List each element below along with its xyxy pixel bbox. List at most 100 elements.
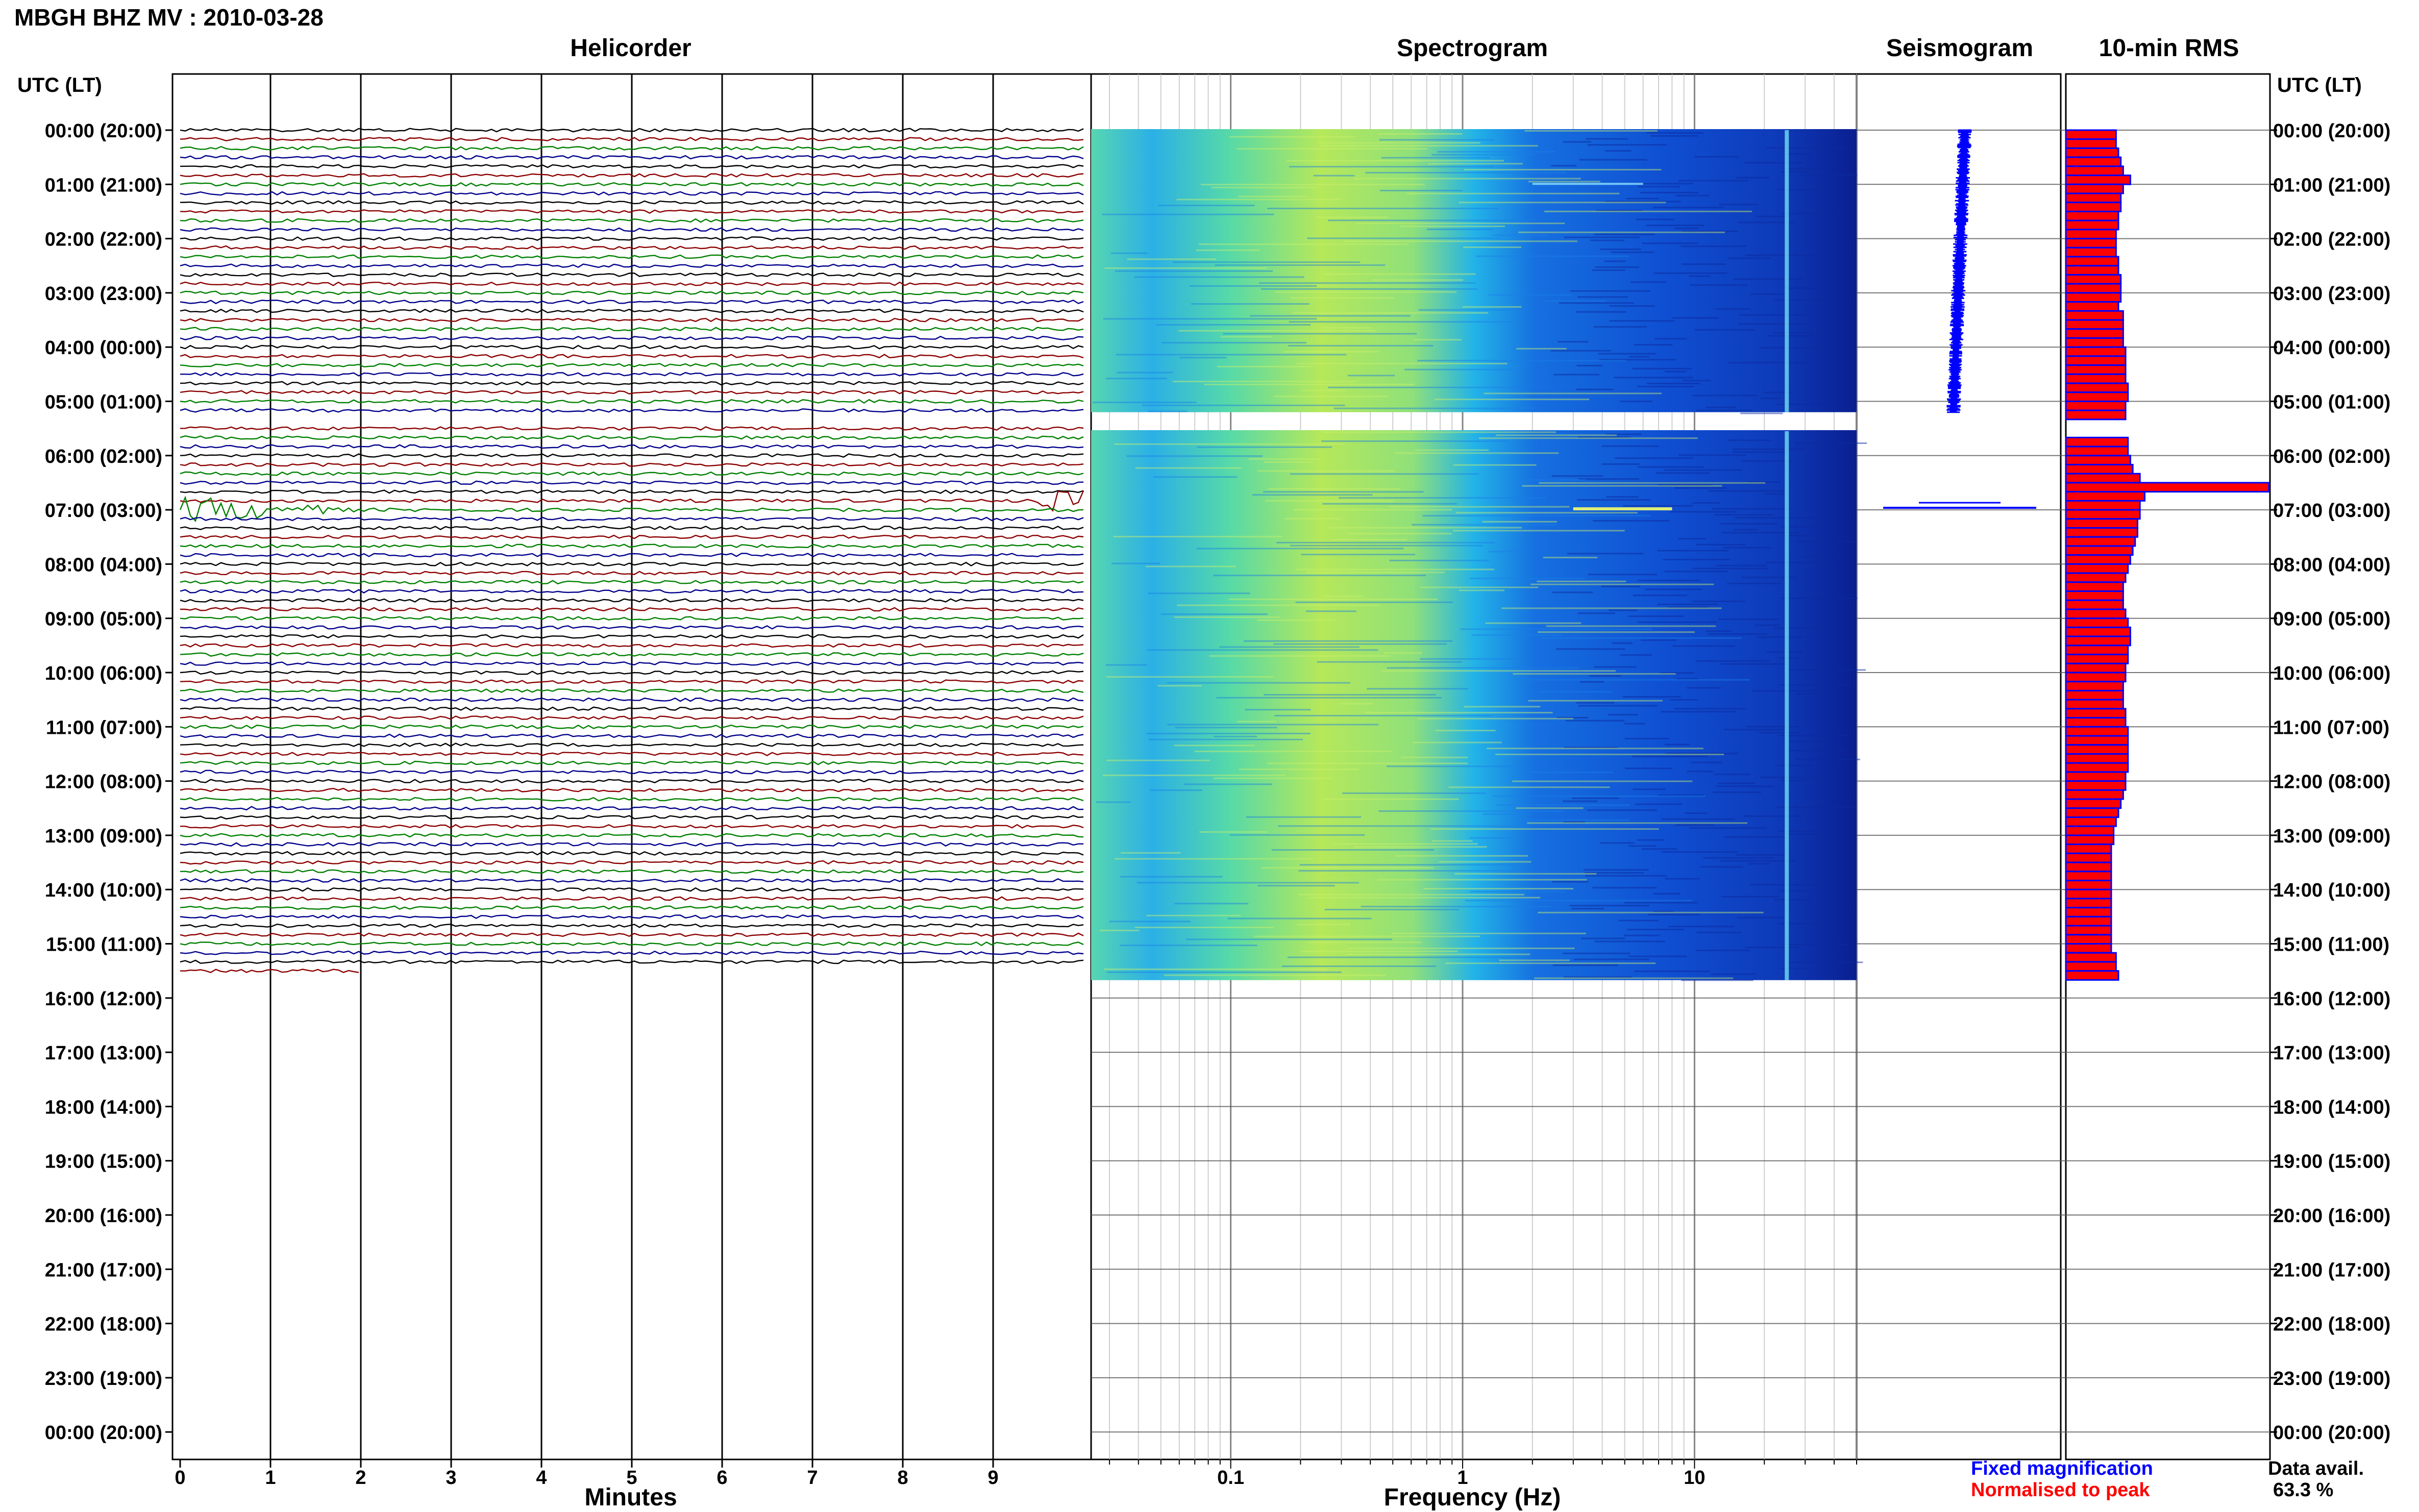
hour-label-right: 11:00 (07:00) — [2273, 717, 2389, 738]
spectrogram-speckle — [1690, 284, 1748, 286]
rms-bar — [2065, 283, 2122, 294]
spectrogram-speckle — [1679, 454, 1746, 456]
hour-label-right: 22:00 (18:00) — [2273, 1314, 2390, 1335]
hour-labels-layer: 00:00 (20:00) 00:00 (20:00) 01:00 (21:00) 0… — [45, 120, 2391, 1444]
helicorder-trace — [180, 643, 1084, 648]
spectrogram-speckle — [1670, 511, 1737, 513]
helicorder-trace — [180, 254, 1084, 259]
rms-bar — [2065, 844, 2112, 854]
spectrogram-speckle — [1153, 476, 1238, 478]
hour-label-right: 06:00 (02:00) — [2273, 446, 2390, 467]
spectrogram-speckle — [1296, 363, 1508, 365]
spectrogram-speckle — [1620, 654, 1652, 656]
spectrogram-speckle — [1127, 258, 1217, 260]
spectrogram-speckle — [1653, 910, 1674, 912]
rms-bar — [2065, 328, 2124, 339]
spectrogram-speckle — [1142, 404, 1345, 406]
spectrogram-speckle — [1551, 165, 1577, 167]
spectrogram-speckle — [1789, 669, 1866, 671]
hour-label-left: 00:00 (20:00) — [45, 120, 162, 142]
spectrogram-speckle — [1229, 834, 1365, 836]
spectrogram-speckle — [1563, 952, 1631, 954]
spectrogram-speckle — [1356, 222, 1565, 225]
spectrogram-speckle — [1634, 970, 1710, 972]
helicorder-trace — [180, 932, 1084, 937]
spectrogram-speckle — [1102, 774, 1286, 776]
spectrogram-speckle — [1779, 657, 1800, 659]
spectrogram-speckle — [1445, 962, 1656, 964]
spectrogram-speckle — [1581, 937, 1625, 939]
spectrogram-speckle — [1431, 154, 1536, 156]
spectrogram-speckle — [1638, 579, 1700, 581]
hour-label-left: 17:00 (13:00) — [45, 1043, 162, 1064]
hour-label-left: 14:00 (10:00) — [45, 880, 162, 901]
spectrogram-speckle — [1115, 858, 1314, 860]
rms-bar — [2065, 943, 2112, 954]
frequency-tick-label: 0.1 — [1217, 1467, 1244, 1489]
spectrogram-speckle — [1623, 934, 1660, 936]
spectrogram-speckle — [1418, 309, 1524, 311]
spectrogram-speckle — [1223, 333, 1417, 335]
rms-bar — [2065, 934, 2112, 945]
rms-bar — [2065, 654, 2129, 664]
hour-label-right: 23:00 (19:00) — [2273, 1368, 2390, 1390]
hour-label-left: 07:00 (03:00) — [45, 500, 162, 522]
rms-bar — [2065, 861, 2112, 873]
spectrogram-speckle — [1418, 717, 1573, 720]
rms-bar — [2065, 645, 2129, 656]
spectrogram-speckle — [1775, 764, 1813, 766]
spectrogram-speckle — [1389, 559, 1489, 561]
spectrogram-speckle — [1776, 189, 1838, 191]
spectrogram-speckle — [1420, 586, 1539, 588]
spectrogram-speckle — [1696, 660, 1770, 662]
helicorder-x-axis-label: Minutes — [584, 1484, 677, 1511]
spectrogram-speckle — [1727, 582, 1782, 584]
spectrogram-speckle — [1174, 903, 1249, 905]
spectrogram-speckle — [1378, 810, 1564, 812]
spectrogram-speckle — [1488, 294, 1573, 296]
spectrogram-speckle — [1175, 727, 1277, 729]
rms-bar — [2065, 455, 2131, 466]
spectrogram-speckle — [1354, 178, 1581, 180]
spectrogram-speckle — [1801, 173, 1858, 176]
helicorder-trace — [180, 724, 1084, 729]
spectrogram-speckle — [1372, 279, 1464, 281]
rms-bar — [2065, 590, 2124, 601]
spectrogram-speckle — [1692, 502, 1720, 504]
spectrogram-speckle — [1760, 398, 1781, 400]
helicorder-tick-label: 0 — [175, 1467, 185, 1489]
helicorder-trace — [180, 706, 1084, 711]
spectrogram-speckle — [1394, 452, 1559, 454]
spectrogram-speckle — [1655, 338, 1687, 340]
helicorder-trace — [180, 742, 1084, 748]
spectrogram-speckle — [1112, 562, 1161, 564]
spectrogram-speckle — [1557, 716, 1589, 718]
rms-bar — [2065, 346, 2127, 357]
spectrogram-speckle — [1711, 973, 1756, 975]
helicorder-trace — [180, 553, 1084, 558]
spectrogram-speckle — [1700, 866, 1743, 868]
spectrogram-speckle — [1741, 577, 1796, 579]
spectrogram-speckle — [1135, 467, 1242, 469]
spectrogram-speckle — [1453, 530, 1625, 532]
spectrogram-speckle — [1541, 637, 1742, 639]
hour-label-right: 04:00 (00:00) — [2273, 337, 2390, 359]
rms-bar — [2065, 355, 2127, 366]
spectrogram-speckle — [1784, 535, 1806, 537]
spectrogram-speckle — [1172, 381, 1357, 383]
spectrogram-speckle — [1763, 391, 1794, 393]
hour-label-right: 02:00 (22:00) — [2273, 229, 2390, 251]
rms-bars-layer — [2065, 129, 2270, 981]
spectrogram-speckle — [1567, 553, 1644, 555]
helicorder-trace — [180, 941, 1084, 947]
rms-bar — [2065, 554, 2131, 565]
spectrogram-speckle — [1721, 532, 1799, 534]
rms-bar — [2065, 689, 2124, 701]
spectrogram-speckle — [1196, 249, 1260, 251]
spectrogram-speckle — [1317, 661, 1462, 663]
spectrogram-speckle — [1563, 800, 1598, 802]
spectrogram-speckle — [1665, 753, 1739, 755]
spectrogram-speckle — [1432, 840, 1473, 842]
spectrogram-speckle — [1675, 194, 1710, 196]
spectrogram-speckle — [1611, 251, 1654, 253]
